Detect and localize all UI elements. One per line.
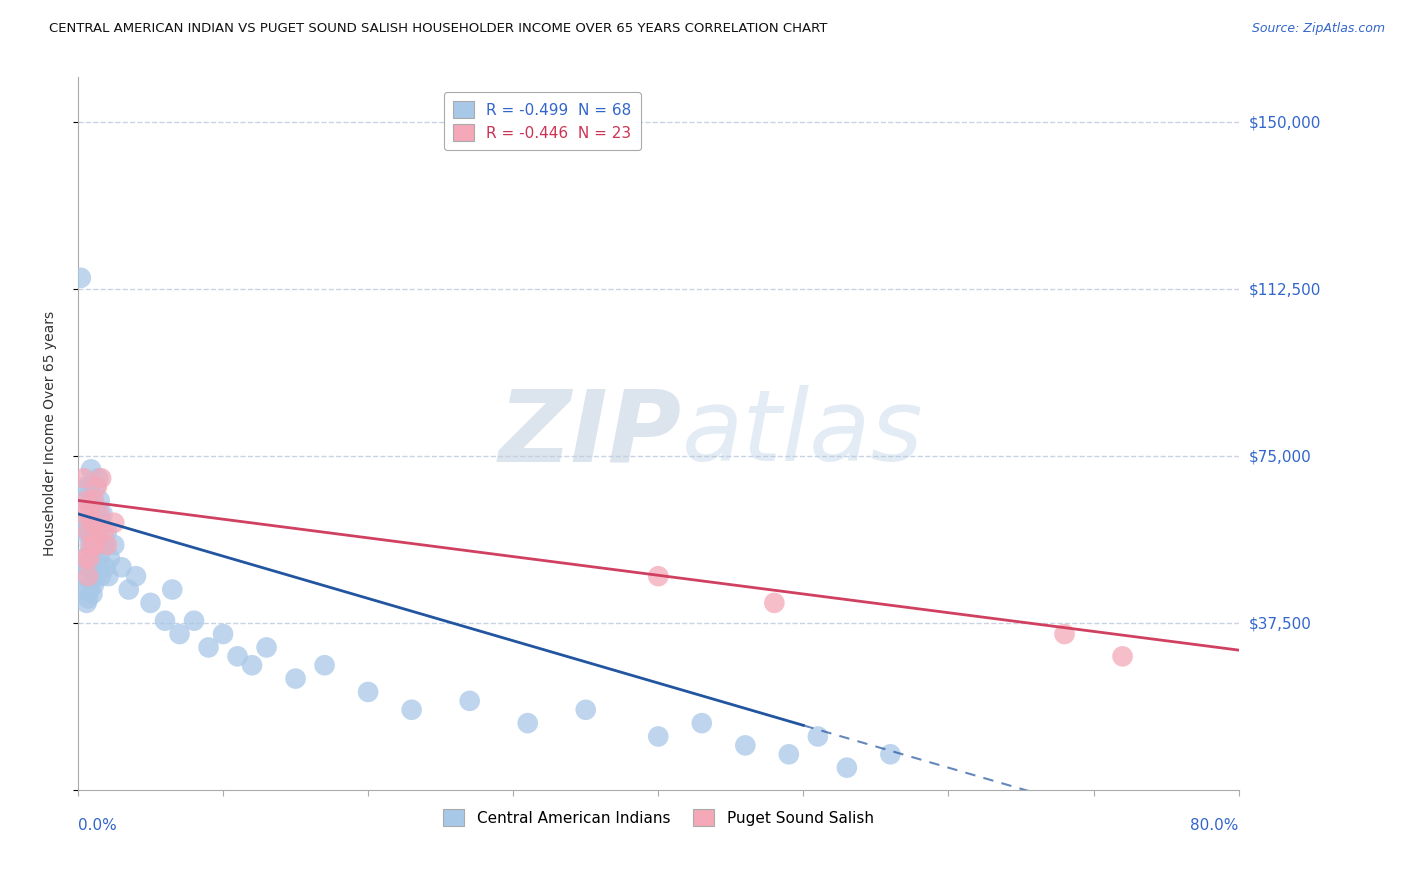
- Point: [226, 649, 249, 664]
- Point: [72, 569, 94, 583]
- Point: [80, 538, 103, 552]
- Point: [89, 551, 111, 566]
- Point: [77, 524, 100, 539]
- Point: [183, 614, 205, 628]
- Point: [84, 480, 107, 494]
- Point: [80, 524, 103, 539]
- Point: [256, 640, 278, 655]
- Point: [73, 493, 96, 508]
- Point: [96, 538, 118, 552]
- Point: [647, 730, 669, 744]
- Point: [84, 524, 107, 539]
- Point: [647, 569, 669, 583]
- Point: [77, 560, 100, 574]
- Point: [357, 685, 380, 699]
- Point: [84, 538, 107, 552]
- Point: [76, 596, 98, 610]
- Point: [139, 596, 162, 610]
- Text: ZIP: ZIP: [499, 385, 682, 483]
- Point: [103, 516, 125, 530]
- Point: [83, 538, 105, 552]
- Point: [79, 507, 101, 521]
- Point: [93, 538, 115, 552]
- Point: [734, 739, 756, 753]
- Point: [96, 524, 118, 539]
- Point: [70, 270, 93, 285]
- Point: [83, 578, 105, 592]
- Point: [89, 493, 111, 508]
- Point: [87, 471, 110, 485]
- Point: [240, 658, 263, 673]
- Point: [90, 569, 112, 583]
- Point: [807, 730, 830, 744]
- Point: [76, 516, 98, 530]
- Point: [314, 658, 336, 673]
- Point: [89, 507, 111, 521]
- Point: [516, 716, 538, 731]
- Point: [79, 582, 101, 597]
- Point: [75, 480, 97, 494]
- Point: [91, 507, 114, 521]
- Point: [72, 507, 94, 521]
- Text: atlas: atlas: [682, 385, 924, 483]
- Point: [77, 569, 100, 583]
- Point: [103, 538, 125, 552]
- Point: [763, 596, 786, 610]
- Point: [401, 703, 423, 717]
- Point: [690, 716, 713, 731]
- Point: [79, 480, 101, 494]
- Point: [83, 493, 105, 508]
- Text: CENTRAL AMERICAN INDIAN VS PUGET SOUND SALISH HOUSEHOLDER INCOME OVER 65 YEARS C: CENTRAL AMERICAN INDIAN VS PUGET SOUND S…: [49, 22, 828, 36]
- Point: [77, 591, 100, 606]
- Point: [1053, 627, 1076, 641]
- Legend: Central American Indians, Puget Sound Salish: Central American Indians, Puget Sound Sa…: [437, 804, 880, 832]
- Point: [212, 627, 235, 641]
- Point: [169, 627, 191, 641]
- Point: [90, 471, 112, 485]
- Point: [94, 560, 117, 574]
- Point: [835, 761, 858, 775]
- Point: [77, 524, 100, 539]
- Point: [87, 538, 110, 552]
- Point: [86, 560, 108, 574]
- Point: [97, 569, 120, 583]
- Point: [87, 524, 110, 539]
- Point: [82, 587, 104, 601]
- Point: [82, 551, 104, 566]
- Point: [86, 507, 108, 521]
- Point: [575, 703, 598, 717]
- Point: [82, 516, 104, 530]
- Point: [73, 471, 96, 485]
- Point: [72, 524, 94, 539]
- Point: [778, 747, 800, 762]
- Text: 80.0%: 80.0%: [1191, 819, 1239, 833]
- Point: [110, 560, 132, 574]
- Y-axis label: Householder Income Over 65 years: Householder Income Over 65 years: [44, 311, 58, 557]
- Point: [79, 551, 101, 566]
- Point: [118, 582, 141, 597]
- Point: [98, 551, 121, 566]
- Point: [82, 493, 104, 508]
- Point: [75, 551, 97, 566]
- Point: [90, 516, 112, 530]
- Point: [93, 524, 115, 539]
- Point: [75, 582, 97, 597]
- Point: [83, 507, 105, 521]
- Text: Source: ZipAtlas.com: Source: ZipAtlas.com: [1251, 22, 1385, 36]
- Point: [1111, 649, 1133, 664]
- Text: 0.0%: 0.0%: [77, 819, 117, 833]
- Point: [458, 694, 481, 708]
- Point: [125, 569, 148, 583]
- Point: [79, 538, 101, 552]
- Point: [284, 672, 307, 686]
- Point: [76, 493, 98, 508]
- Point: [162, 582, 184, 597]
- Point: [84, 569, 107, 583]
- Point: [73, 551, 96, 566]
- Point: [86, 480, 108, 494]
- Point: [197, 640, 219, 655]
- Point: [80, 462, 103, 476]
- Point: [153, 614, 176, 628]
- Point: [879, 747, 901, 762]
